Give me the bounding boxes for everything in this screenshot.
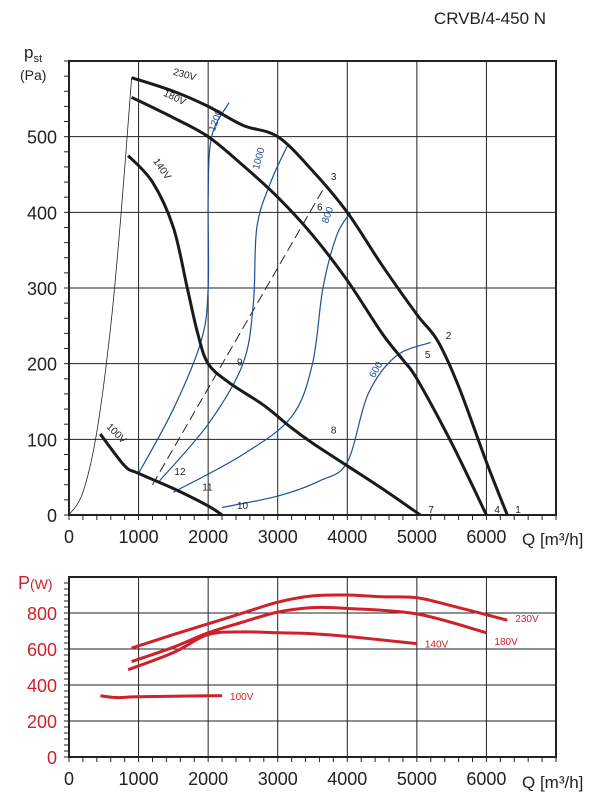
pressure-curve-180V (130, 95, 488, 516)
operating-point-label: 4 (494, 505, 500, 516)
y-tick-label: 200 (27, 355, 57, 375)
plot-frame (68, 60, 557, 516)
rpm-label: 1000 (251, 146, 267, 171)
x-tick-label: 2000 (188, 769, 228, 789)
operating-point-label: 11 (202, 482, 213, 493)
power-curve-140V (127, 630, 418, 672)
x-tick-label: 6000 (466, 527, 506, 547)
x-tick-label: 5000 (397, 769, 437, 789)
rpm-curve-1200 (138, 102, 230, 474)
y-tick-label: 500 (27, 128, 57, 148)
rpm-label: 600 (367, 360, 385, 380)
operating-point-label: 3 (331, 172, 337, 183)
x-tick-label: 1000 (119, 527, 159, 547)
y-tick-label: 100 (27, 430, 57, 450)
power-voltage-label: 230V (515, 614, 539, 625)
power-voltage-label: 140V (425, 640, 449, 651)
chart-title: CRVB/4-450 N (434, 9, 546, 28)
pressure-axis-label: pst (24, 43, 42, 65)
y-tick-label: 400 (27, 203, 57, 223)
pressure-axis-unit: (Pa) (20, 67, 46, 83)
y-tick-label: 300 (27, 279, 57, 299)
x-tick-label: 0 (64, 769, 74, 789)
rpm-curve-600 (221, 341, 431, 509)
pressure-chart: pst (Pa) Q [m³/h] 0 1000 2000 3000 4000 5000 6… (20, 43, 583, 549)
pressure-x-axis-label: Q [m³/h] (522, 530, 583, 549)
operating-point-label: 7 (428, 505, 434, 516)
pressure-curve-140V (127, 154, 422, 517)
y-tick-label: 0 (47, 748, 57, 768)
y-tick-label: 200 (27, 712, 57, 732)
power-axis-label: P(W) (18, 573, 53, 593)
operating-point-label: 10 (237, 501, 249, 512)
y-tick-label: 800 (27, 604, 57, 624)
power-voltage-label: 180V (494, 637, 518, 648)
pressure-curve-230V (131, 76, 509, 516)
power-x-axis-label: Q [m³/h] (522, 773, 583, 792)
rpm-label: 800 (320, 205, 336, 225)
x-tick-label: 3000 (258, 769, 298, 789)
x-tick-label: 2000 (188, 527, 228, 547)
x-tick-label: 4000 (327, 769, 367, 789)
operating-point-label: 5 (425, 350, 431, 361)
voltage-label: 140V (150, 157, 173, 183)
y-tick-label: 400 (27, 676, 57, 696)
x-tick-label: 4000 (327, 527, 367, 547)
operating-point-label: 6 (317, 202, 323, 213)
operating-point-label: 9 (237, 357, 243, 368)
x-tick-label: 0 (64, 527, 74, 547)
system-curve (68, 77, 133, 516)
power-curve-230V (131, 593, 508, 650)
x-tick-label: 1000 (119, 769, 159, 789)
x-tick-label: 5000 (397, 527, 437, 547)
voltage-label: 180V (162, 88, 188, 108)
x-tick-label: 6000 (466, 769, 506, 789)
y-tick-label: 600 (27, 640, 57, 660)
power-curve-180V (131, 605, 487, 664)
voltage-label: 230V (172, 67, 198, 84)
power-curve-100V (100, 694, 223, 700)
rpm-curve-800 (173, 212, 352, 493)
operating-point-label: 12 (174, 467, 186, 478)
operating-point-label: 1 (515, 505, 521, 516)
operating-point-label: 8 (331, 426, 337, 437)
power-voltage-label: 100V (230, 692, 254, 703)
pressure-curve-100V (99, 433, 223, 517)
x-tick-label: 3000 (258, 527, 298, 547)
operating-point-label: 2 (446, 331, 452, 342)
power-chart: P(W) Q [m³/h] 0 1000 2000 3000 4000 5000 6000 0… (18, 573, 583, 792)
y-tick-label: 0 (47, 506, 57, 526)
rpm-curve-1000 (158, 143, 289, 482)
dashed-line (152, 189, 324, 485)
plot-frame (68, 576, 557, 758)
